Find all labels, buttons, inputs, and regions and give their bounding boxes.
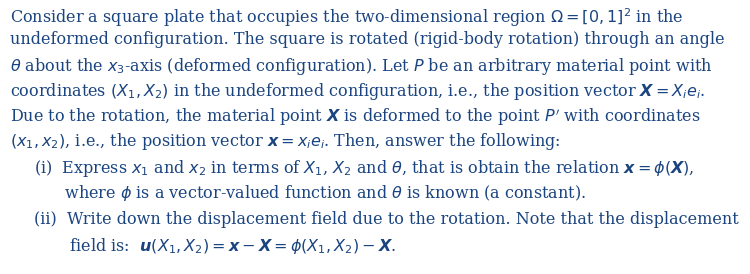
Text: undeformed configuration. The square is rotated (rigid-body rotation) through an: undeformed configuration. The square is … bbox=[10, 32, 725, 48]
Text: field is:  $\boldsymbol{u}(X_1, X_2) = \boldsymbol{x} - \boldsymbol{X} = \phi(X_: field is: $\boldsymbol{u}(X_1, X_2) = \b… bbox=[34, 236, 396, 256]
Text: Due to the rotation, the material point $\boldsymbol{X}$ is deformed to the poin: Due to the rotation, the material point … bbox=[10, 106, 701, 127]
Text: (ii)  Write down the displacement field due to the rotation. Note that the displ: (ii) Write down the displacement field d… bbox=[34, 211, 739, 228]
Text: where $\phi$ is a vector-valued function and $\theta$ is known (a constant).: where $\phi$ is a vector-valued function… bbox=[34, 183, 586, 203]
Text: Consider a square plate that occupies the two-dimensional region $\Omega = [0,1]: Consider a square plate that occupies th… bbox=[10, 7, 684, 29]
Text: $(x_1, x_2)$, i.e., the position vector $\boldsymbol{x} = x_i e_i$. Then, answer: $(x_1, x_2)$, i.e., the position vector … bbox=[10, 131, 561, 152]
Text: coordinates $(X_1, X_2)$ in the undeformed configuration, i.e., the position vec: coordinates $(X_1, X_2)$ in the undeform… bbox=[10, 81, 706, 102]
Text: (i)  Express $x_1$ and $x_2$ in terms of $X_1$, $X_2$ and $\theta$, that is obta: (i) Express $x_1$ and $x_2$ in terms of … bbox=[34, 158, 694, 179]
Text: $\theta$ about the $x_3$-axis (deformed configuration). Let $P$ be an arbitrary : $\theta$ about the $x_3$-axis (deformed … bbox=[10, 56, 712, 77]
